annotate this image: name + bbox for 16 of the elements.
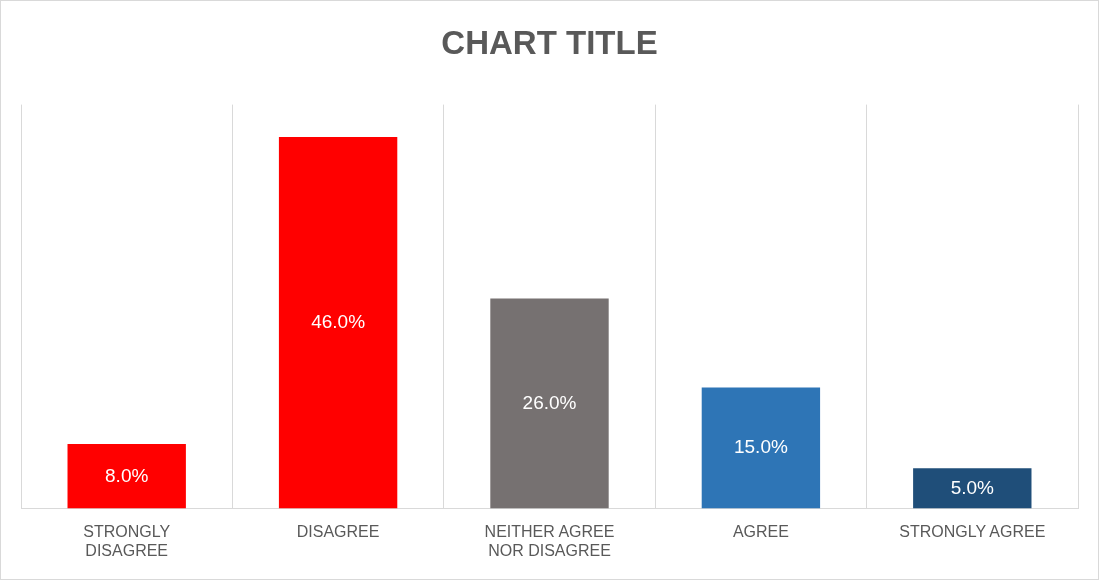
data-label: 46.0% <box>311 310 366 332</box>
data-label: 26.0% <box>522 391 577 413</box>
x-tick-label: AGREE <box>732 522 789 540</box>
bar <box>67 443 186 509</box>
chart-title: CHART TITLE <box>441 23 658 61</box>
data-label: 8.0% <box>105 464 149 486</box>
bar <box>701 387 821 509</box>
bar <box>278 136 398 509</box>
x-tick-label: NEITHER AGREE NOR DISAGREE <box>484 522 615 559</box>
x-tick-label: DISAGREE <box>296 522 380 540</box>
x-tick-label: STRONGLY AGREE <box>899 522 1046 540</box>
bar <box>490 298 609 509</box>
data-label: 5.0% <box>950 476 995 498</box>
data-label: 15.0% <box>733 436 788 458</box>
x-tick-label: STRONGLY DISAGREE <box>83 522 171 559</box>
bar <box>913 468 1032 509</box>
